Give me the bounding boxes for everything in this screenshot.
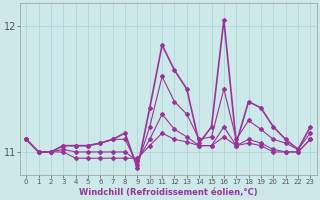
X-axis label: Windchill (Refroidissement éolien,°C): Windchill (Refroidissement éolien,°C): [79, 188, 258, 197]
